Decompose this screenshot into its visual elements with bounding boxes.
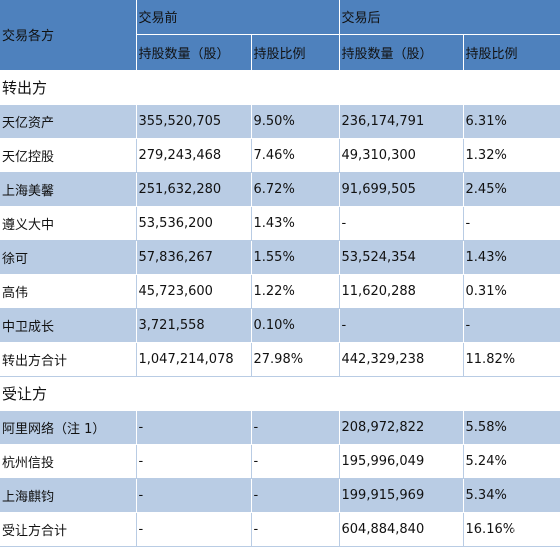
party-name-cell: 上海美馨 [0,172,137,207]
before-shares-cell: 3,721,558 [136,308,252,343]
before-shares-cell: - [136,478,252,513]
before-ratio-cell: 0.10% [251,308,340,343]
after-shares-cell: 604,884,840 [339,512,464,547]
table-row: 遵义大中 53,536,200 1.43% - - [0,206,560,241]
header-row-sub: 持股数量（股） 持股比例 持股数量（股） 持股比例 [0,34,560,71]
before-shares-header: 持股数量（股） [136,34,252,71]
before-shares-cell: 45,723,600 [136,274,252,309]
before-shares-cell: - [136,410,252,445]
table-body: 转出方 天亿资产 355,520,705 9.50% 236,174,791 6.31% 天… [0,70,560,547]
table-row: 中卫成长 3,721,558 0.10% - - [0,308,560,343]
after-ratio-cell: - [463,308,560,343]
after-shares-cell: 11,620,288 [339,274,464,309]
before-ratio-cell: - [251,512,340,547]
watermark: @格隆汇 [512,524,556,537]
table-row: 天亿资产 355,520,705 9.50% 236,174,791 6.31% [0,104,560,139]
after-ratio-cell: 5.24% [463,444,560,479]
after-shares-cell: 49,310,300 [339,138,464,173]
after-shares-cell: - [339,206,464,241]
section-title: 转出方 [0,70,560,105]
party-name-cell: 阿里网络（注 1） [0,410,137,445]
before-ratio-header: 持股比例 [251,34,340,71]
before-ratio-cell: 7.46% [251,138,340,173]
before-ratio-cell: - [251,444,340,479]
after-ratio-cell: - [463,206,560,241]
before-ratio-cell: 6.72% [251,172,340,207]
after-ratio-cell: 5.58% [463,410,560,445]
table-row: 徐可 57,836,267 1.55% 53,524,354 1.43% [0,240,560,275]
party-name-cell: 中卫成长 [0,308,137,343]
before-shares-cell: - [136,444,252,479]
after-ratio-cell: 16.16% [463,512,560,547]
after-shares-cell: 199,915,969 [339,478,464,513]
before-ratio-cell: 9.50% [251,104,340,139]
before-shares-cell: 251,632,280 [136,172,252,207]
header-row-top: 交易各方 交易前 交易后 [0,0,560,71]
before-ratio-cell: 1.55% [251,240,340,275]
party-name-cell: 杭州信投 [0,444,137,479]
section-row: 转出方 [0,70,560,105]
before-shares-cell: 355,520,705 [136,104,252,139]
after-shares-header: 持股数量（股） [339,34,464,71]
table-row: 高伟 45,723,600 1.22% 11,620,288 0.31% [0,274,560,309]
after-shares-cell: 442,329,238 [339,342,464,377]
party-header: 交易各方 [0,0,137,71]
table-row: 杭州信投 - -195,996,049 5.24% [0,444,560,479]
after-shares-cell: - [339,308,464,343]
party-name-cell: 高伟 [0,274,137,309]
table-row: 转出方合计 1,047,214,078 27.98% 442,329,238 11.82… [0,342,560,377]
after-shares-cell: 208,972,822 [339,410,464,445]
table-row: 受让方合计 - -604,884,840 16.16% [0,512,560,547]
table-row: 上海美馨 251,632,280 6.72% 91,699,505 2.45% [0,172,560,207]
after-ratio-cell: 1.32% [463,138,560,173]
section-title: 受让方 [0,376,560,411]
table-row: 阿里网络（注 1） - -208,972,822 5.58% [0,410,560,445]
party-name-cell: 遵义大中 [0,206,137,241]
party-name-cell: 徐可 [0,240,137,275]
after-shares-cell: 195,996,049 [339,444,464,479]
after-ratio-cell: 1.43% [463,240,560,275]
after-ratio-cell: 5.34% [463,478,560,513]
party-name-cell: 天亿资产 [0,104,137,139]
table-row: 上海麒钧 - -199,915,969 5.34% [0,478,560,513]
before-shares-cell: 57,836,267 [136,240,252,275]
before-ratio-cell: 27.98% [251,342,340,377]
before-shares-cell: 1,047,214,078 [136,342,252,377]
before-shares-cell: 279,243,468 [136,138,252,173]
before-ratio-cell: 1.43% [251,206,340,241]
before-ratio-cell: 1.22% [251,274,340,309]
after-ratio-cell: 11.82% [463,342,560,377]
after-shares-cell: 236,174,791 [339,104,464,139]
after-header: 交易后 [339,0,560,35]
after-ratio-cell: 6.31% [463,104,560,139]
after-shares-cell: 53,524,354 [339,240,464,275]
party-name-cell: 受让方合计 [0,512,137,547]
after-ratio-cell: 0.31% [463,274,560,309]
before-shares-cell: 53,536,200 [136,206,252,241]
party-name-cell: 转出方合计 [0,342,137,377]
section-row: 受让方 [0,376,560,411]
table-row: 天亿控股 279,243,468 7.46% 49,310,300 1.32% [0,138,560,173]
before-ratio-cell: - [251,478,340,513]
before-header: 交易前 [136,0,340,35]
before-ratio-cell: - [251,410,340,445]
party-name-cell: 天亿控股 [0,138,137,173]
party-name-cell: 上海麒钧 [0,478,137,513]
after-ratio-header: 持股比例 [463,34,560,71]
before-shares-cell: - [136,512,252,547]
after-shares-cell: 91,699,505 [339,172,464,207]
after-ratio-cell: 2.45% [463,172,560,207]
